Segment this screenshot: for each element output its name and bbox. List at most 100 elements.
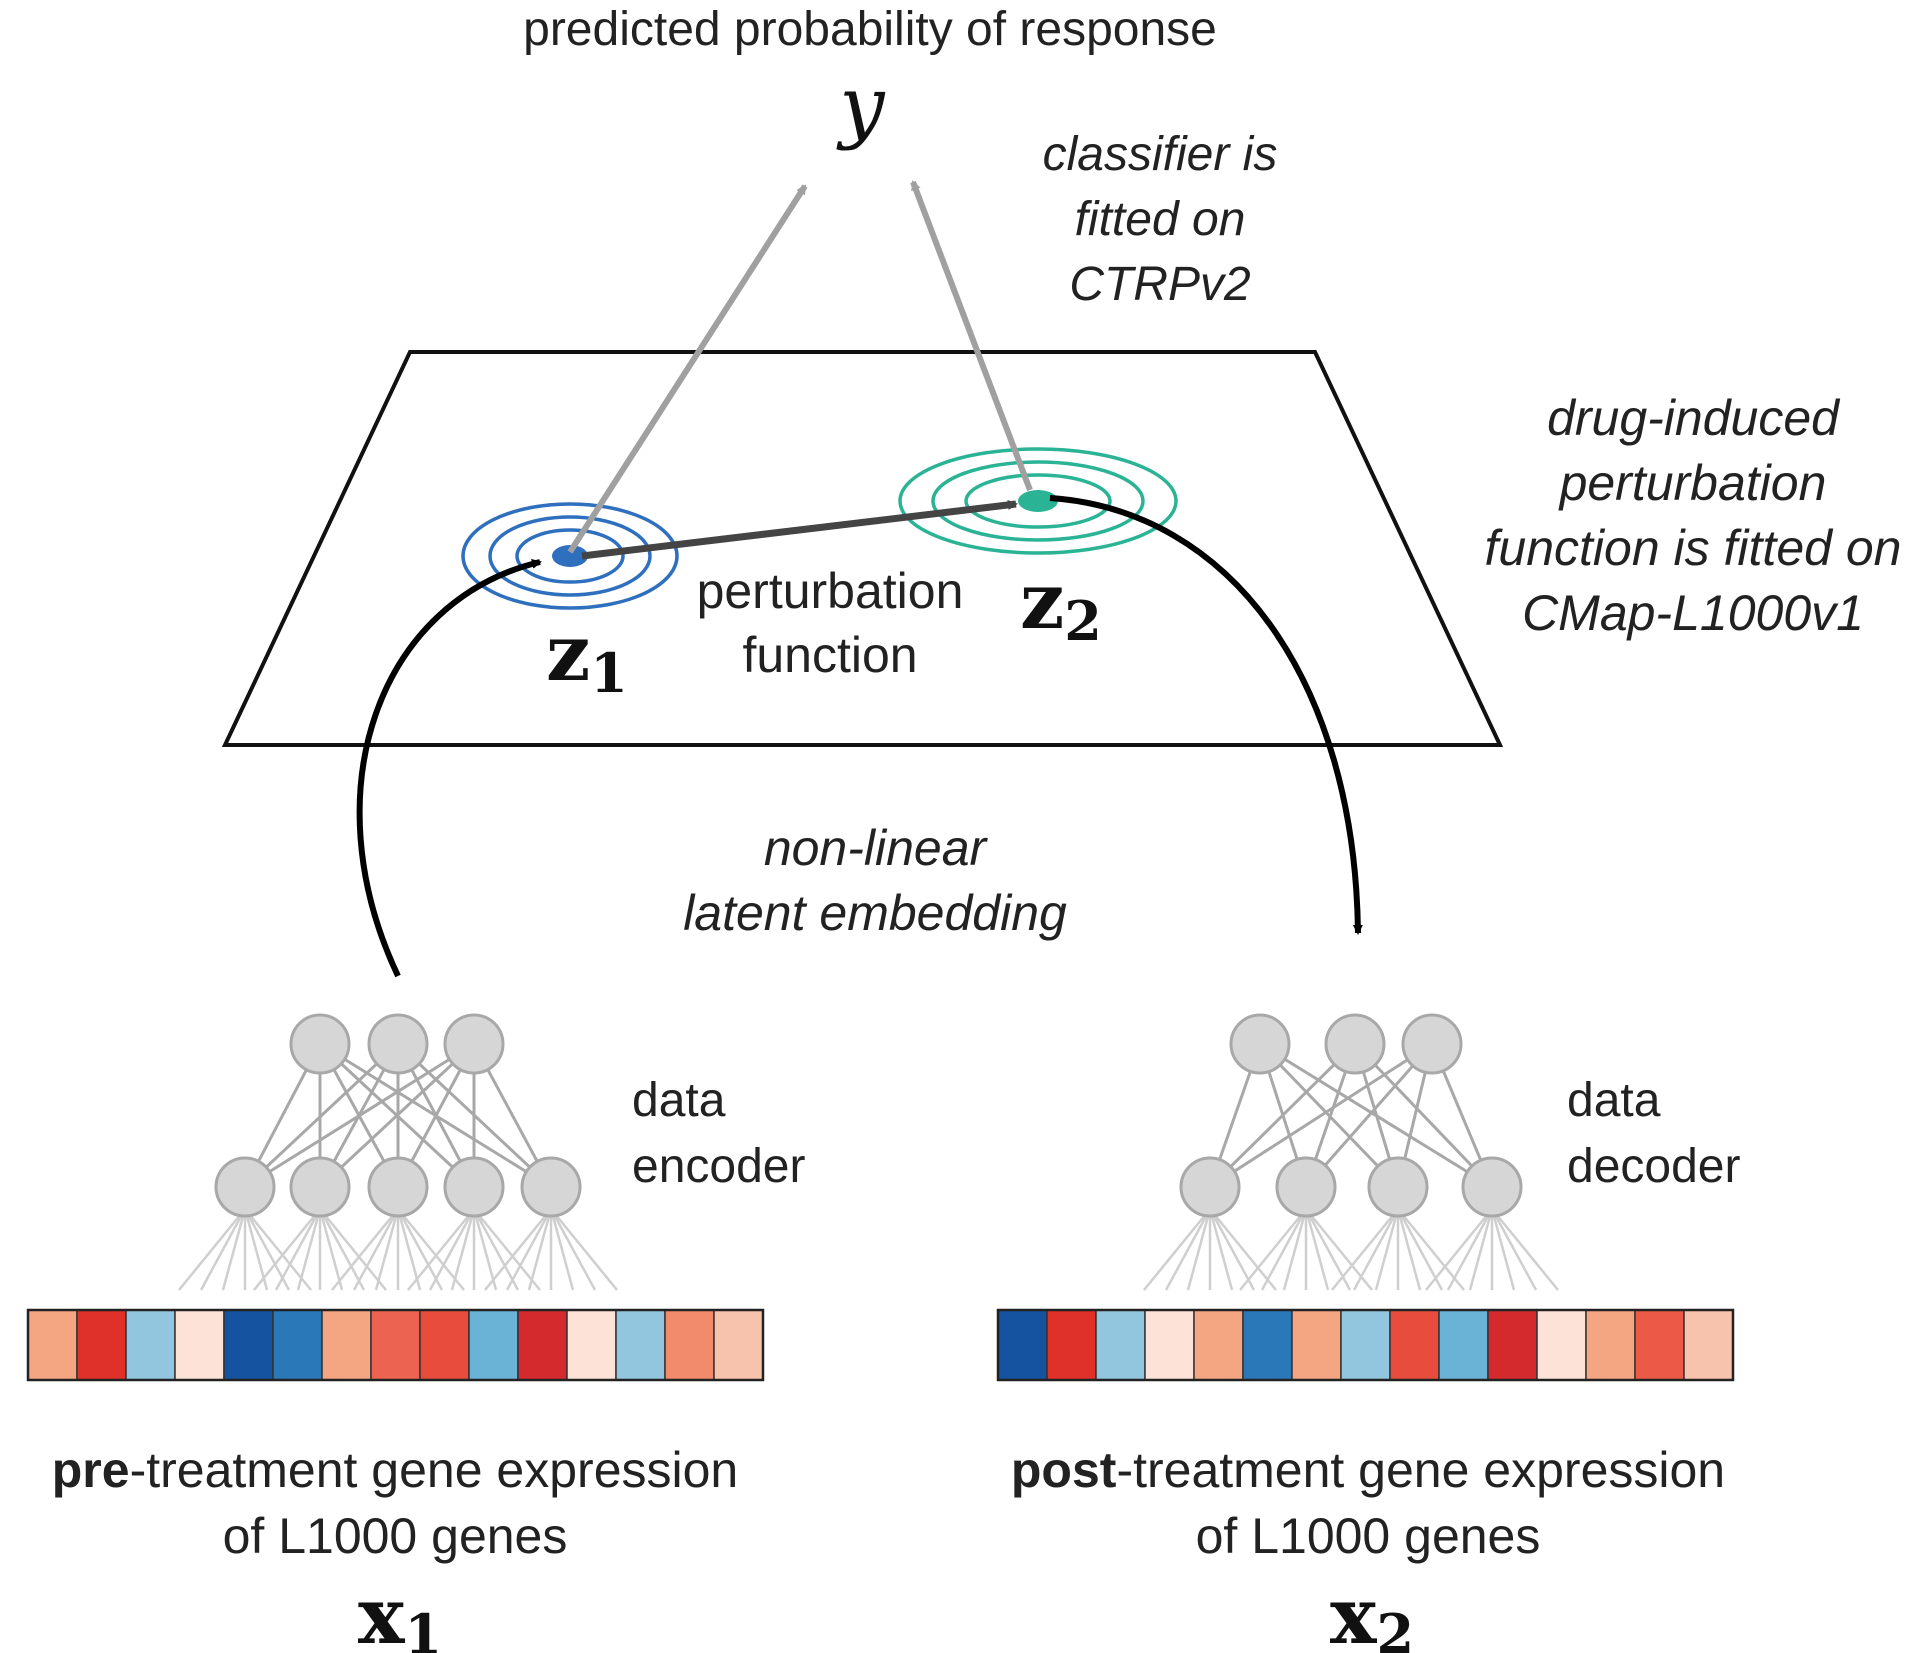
z1-point xyxy=(552,545,588,567)
decoder-node-top xyxy=(1401,1013,1463,1075)
decoder-connection xyxy=(1304,1043,1434,1188)
post-vector-cell xyxy=(1193,1309,1244,1381)
post-vector-cell xyxy=(1536,1309,1587,1381)
post-caption-line-1: post-treatment gene expression xyxy=(1011,1442,1725,1498)
pre-vector-cell xyxy=(566,1309,617,1381)
decoder-fan-line xyxy=(1164,1208,1212,1291)
pre-caption-line-1: pre-treatment gene expression xyxy=(52,1442,738,1498)
classifier-note-line-2: fitted on xyxy=(1075,193,1246,246)
z2-point xyxy=(1018,490,1058,512)
encoder-fan-line xyxy=(396,1208,422,1291)
decoder-network xyxy=(1143,1013,1559,1291)
decoder-node-top xyxy=(1324,1013,1386,1075)
pre-vector-cell xyxy=(468,1309,519,1381)
pre-treatment-expression-vector xyxy=(26,1308,765,1382)
z1-to-y-arrow xyxy=(567,184,808,554)
encoder-fan-line xyxy=(407,1208,475,1291)
decoder-fan-line xyxy=(1143,1208,1211,1291)
encoder-fan-line xyxy=(243,1208,269,1291)
post-vector-cell xyxy=(1487,1309,1538,1381)
perturbation-arrow xyxy=(581,499,1018,560)
decoder-fan-line xyxy=(1396,1208,1422,1291)
encoder-node-top xyxy=(443,1013,505,1075)
encoder-fan-line xyxy=(274,1208,322,1291)
decoder-fan-line xyxy=(1490,1208,1538,1291)
top-title: predicted probability of response xyxy=(523,3,1217,56)
decoder-fan-line xyxy=(1352,1208,1400,1291)
post-vector-cell xyxy=(1046,1309,1097,1381)
post-vector-cell xyxy=(997,1309,1048,1381)
decoder-fan-line xyxy=(1396,1208,1444,1291)
decoder-node-bottom xyxy=(1461,1156,1523,1218)
pre-vector-cell xyxy=(615,1309,666,1381)
classifier-note-line-3: CTRPv2 xyxy=(1069,258,1250,311)
decoder-fan-line xyxy=(1490,1208,1516,1291)
decoder-fan-line xyxy=(1209,1208,1277,1291)
decoder-fan-line xyxy=(1425,1208,1493,1291)
decoder-fan-line xyxy=(1374,1208,1400,1291)
z1-label: z1 xyxy=(546,608,628,705)
encoder-node-bottom xyxy=(520,1156,582,1218)
decoder-label-line-1: data xyxy=(1567,1074,1661,1127)
encoder-fan-line xyxy=(473,1208,541,1291)
encoder-label-line-1: data xyxy=(632,1074,726,1127)
encoder-fan-line xyxy=(178,1208,246,1291)
pre-vector-cell xyxy=(419,1309,470,1381)
encoder-fan-line xyxy=(199,1208,247,1291)
encoder-fan-line xyxy=(296,1208,322,1291)
pre-vector-cell xyxy=(664,1309,715,1381)
pre-vector-cell xyxy=(321,1309,372,1381)
pre-vector-border xyxy=(26,1308,765,1382)
z2-label: z2 xyxy=(1020,556,1102,653)
perturbation-fit-line-3: function is fitted on xyxy=(1485,520,1902,576)
x1-label: x1 xyxy=(358,1571,442,1653)
pre-vector-cell xyxy=(174,1309,225,1381)
decoder-connection xyxy=(1209,1042,1433,1189)
encoder-fan-line xyxy=(331,1208,399,1291)
post-vector-cell xyxy=(1340,1309,1391,1381)
decoder-fan-line xyxy=(1208,1208,1234,1291)
encoder-fan-line xyxy=(450,1208,476,1291)
perturbation-fit-line-2: perturbation xyxy=(1558,455,1827,511)
post-vector-border xyxy=(996,1308,1735,1382)
encoder-fan-line xyxy=(484,1208,552,1291)
encoder-node-bottom xyxy=(214,1156,276,1218)
post-vector-cell xyxy=(1585,1309,1636,1381)
encoder-fan-line xyxy=(549,1208,575,1291)
encoder-node-bottom xyxy=(289,1156,351,1218)
decoder-fan-line xyxy=(1282,1208,1308,1291)
encoder-fan-line xyxy=(319,1208,387,1291)
z1-embedding-rings xyxy=(461,502,679,610)
pre-vector-cell xyxy=(76,1309,127,1381)
pre-vector-cell xyxy=(125,1309,176,1381)
encoder-fan-line xyxy=(318,1208,366,1291)
embedding-note-line-2: latent embedding xyxy=(683,885,1067,941)
pre-vector-cell xyxy=(517,1309,568,1381)
encoder-network xyxy=(178,1013,618,1291)
encoder-fan-line xyxy=(352,1208,400,1291)
encoder-fan-line xyxy=(472,1208,498,1291)
decoder-node-top xyxy=(1229,1013,1291,1075)
decoder-node-bottom xyxy=(1275,1156,1337,1218)
encoder-fan-line xyxy=(374,1208,400,1291)
perturbation-label-line-1: perturbation xyxy=(697,563,964,619)
decoder-fan-line xyxy=(1304,1208,1330,1291)
encoder-connection xyxy=(244,1042,475,1189)
encoder-connection xyxy=(318,1042,476,1189)
y-symbol: y xyxy=(836,59,886,152)
decoder-fan-line xyxy=(1331,1208,1399,1291)
perturbation-fit-line-4: CMap-L1000v1 xyxy=(1522,585,1864,641)
encoder-node-bottom xyxy=(443,1156,505,1218)
post-caption-line-2: of L1000 genes xyxy=(1196,1508,1541,1564)
post-vector-cell xyxy=(1683,1309,1734,1381)
pre-vector-cell xyxy=(223,1309,274,1381)
pre-caption-line-2: of L1000 genes xyxy=(223,1508,568,1564)
post-vector-cell xyxy=(1095,1309,1146,1381)
encoder-fan-line xyxy=(397,1208,465,1291)
encoder-fan-line xyxy=(253,1208,321,1291)
decoder-fan-line xyxy=(1186,1208,1212,1291)
x2-label: x2 xyxy=(1330,1571,1414,1653)
encoding-arrow xyxy=(356,558,542,978)
classifier-note-line-1: classifier is xyxy=(1043,128,1278,181)
decoder-fan-line xyxy=(1239,1208,1307,1291)
